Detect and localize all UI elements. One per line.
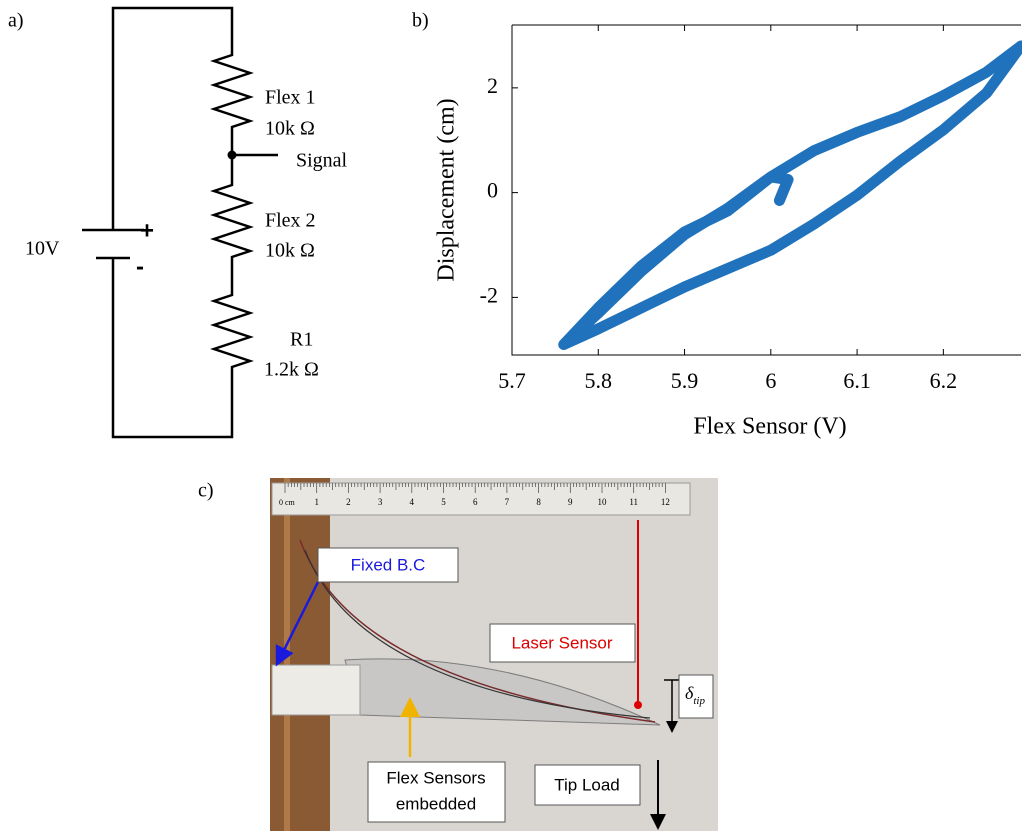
delta-subscript: tip [693, 695, 705, 707]
ruler-label: 2 [346, 497, 351, 507]
ruler-label: 9 [568, 497, 573, 507]
battery-minus: - [136, 253, 144, 280]
axes-frame [511, 24, 1021, 356]
panel-label: c) [198, 480, 214, 502]
ruler-label: 12 [661, 497, 670, 507]
data-line [558, 40, 1022, 351]
ruler-label: 1 [314, 497, 319, 507]
ruler-label: 4 [410, 497, 415, 507]
panel-label: a) [8, 10, 24, 32]
x-tick-label: 6.1 [843, 368, 871, 393]
junction [227, 150, 237, 160]
x-tick-label: 5.9 [671, 368, 699, 393]
ruler-label: 7 [505, 497, 510, 507]
x-tick-label: 5.8 [585, 368, 613, 393]
ruler-label: 3 [378, 497, 383, 507]
resistor-value: 1.2k Ω [264, 359, 319, 381]
ruler-label: 11 [629, 497, 638, 507]
annotation: Laser Sensor [511, 633, 612, 652]
battery-label: 10V [25, 238, 60, 260]
circuit [82, 6, 278, 439]
y-tick-label: -2 [480, 282, 498, 307]
y-tick-label: 2 [487, 73, 498, 98]
y-tick-label: 0 [487, 178, 498, 203]
resistor-name: Flex 2 [265, 210, 316, 232]
annotation: Tip Load [554, 775, 620, 794]
ruler-label: 10 [598, 497, 608, 507]
annotation: Flex Sensors [386, 768, 485, 787]
resistor-value: 10k Ω [265, 240, 315, 262]
photo: 0 cm 1 2 3 4 5 6 7 8 9 10 11 12 Fixed B.C Laser Sens… [270, 478, 718, 831]
x-tick-label: 5.7 [498, 368, 526, 393]
annotation: δtip [685, 683, 705, 706]
x-tick-label: 6 [765, 368, 776, 393]
ruler-label: 0 cm [279, 498, 296, 507]
resistor-name: R1 [290, 329, 313, 351]
y-axis-label: Displacement (cm) [434, 98, 460, 281]
panel-label: b) [412, 10, 429, 32]
delta-symbol: δ [685, 683, 694, 703]
resistor-name: Flex 1 [265, 87, 316, 109]
x-axis-label: Flex Sensor (V) [693, 414, 846, 440]
battery-plus: + [140, 217, 154, 244]
resistor-value: 10k Ω [265, 118, 315, 140]
x-tick-label: 6.2 [930, 368, 958, 393]
signal-label: Signal [296, 150, 348, 172]
chart: Flex Sensor (V) Displacement (cm) 5.7 5.8… [434, 24, 1022, 440]
annotation: embedded [396, 794, 476, 813]
ruler-label: 6 [473, 497, 478, 507]
annotation: Fixed B.C [351, 555, 426, 574]
ruler-label: 5 [441, 497, 446, 507]
ruler-label: 8 [536, 497, 541, 507]
